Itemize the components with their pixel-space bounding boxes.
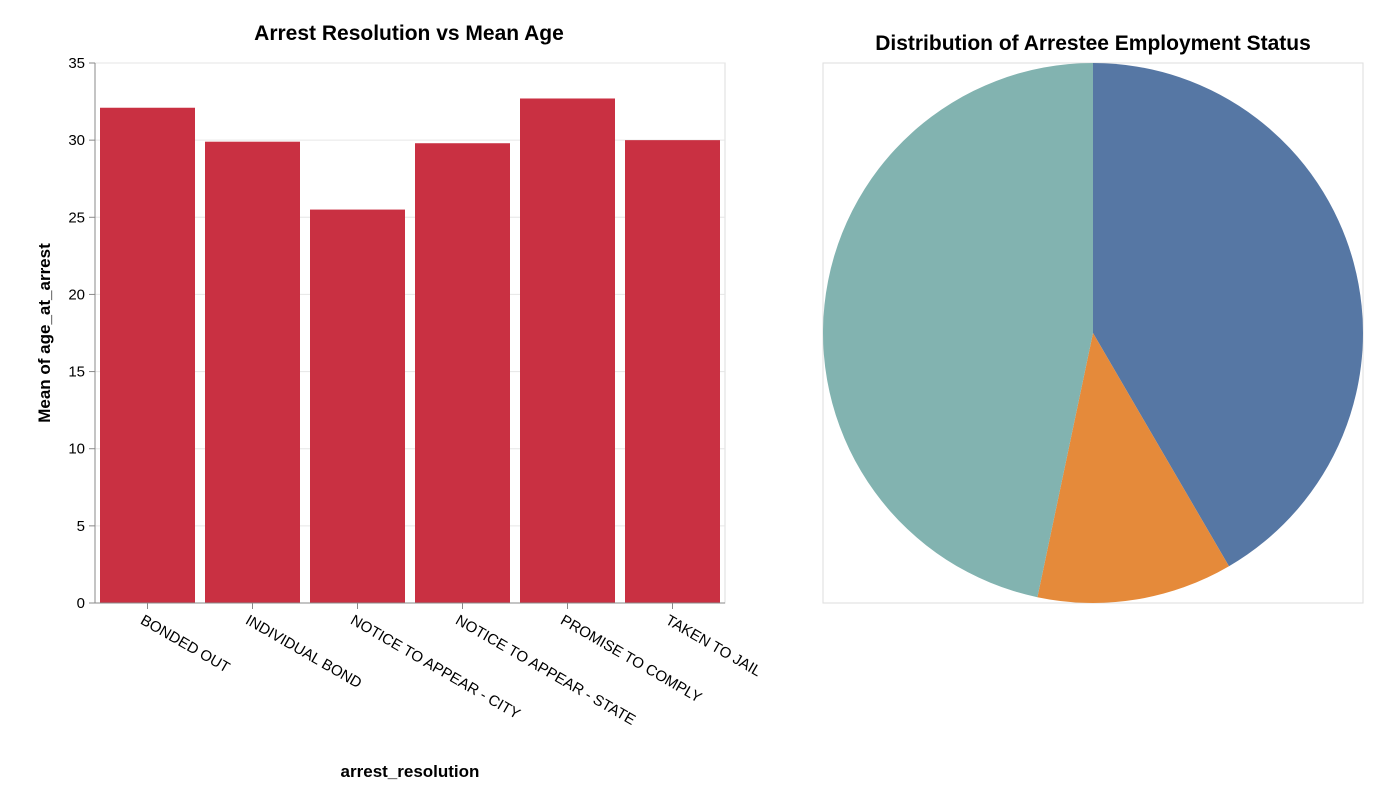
x-tick-label: INDIVIDUAL BOND (243, 612, 365, 692)
x-axis-title: arrest_resolution (341, 762, 480, 781)
bar (100, 107, 195, 603)
y-tick-label: 15 (68, 364, 85, 381)
pie-chart-title: Distribution of Arrestee Employment Stat… (875, 32, 1311, 55)
bar (310, 209, 405, 604)
bar (625, 140, 720, 603)
pie-chart: Distribution of Arrestee Employment Stat… (822, 32, 1364, 604)
bar-marks (100, 98, 720, 604)
y-tick-label: 5 (77, 518, 85, 535)
bar-chart-title: Arrest Resolution vs Mean Age (254, 22, 564, 45)
bar (415, 143, 510, 603)
y-axis-ticks: 0 5 10 15 20 25 30 35 (68, 55, 95, 612)
x-tick-label: BONDED OUT (138, 612, 233, 677)
y-tick-label: 0 (77, 595, 85, 612)
pie-slice (823, 63, 1093, 598)
y-tick-label: 25 (68, 209, 85, 226)
y-tick-label: 30 (68, 132, 85, 149)
pie-slice (1093, 63, 1363, 567)
y-tick-label: 35 (68, 55, 85, 72)
x-tick-label: NOTICE TO APPEAR - CITY (348, 612, 523, 723)
pie-slice (1037, 333, 1229, 603)
y-tick-label: 10 (68, 441, 85, 458)
bar-chart: Arrest Resolution vs Mean Age 0 5 10 15 20 25… (35, 22, 764, 781)
bar (205, 141, 300, 603)
bar (520, 98, 615, 603)
x-tick-label: NOTICE TO APPEAR - STATE (453, 612, 639, 729)
y-tick-label: 20 (68, 286, 85, 303)
x-tick-label: TAKEN TO JAIL (663, 612, 765, 680)
y-axis-title: Mean of age_at_arrest (35, 243, 54, 423)
pie-slices (823, 63, 1363, 603)
